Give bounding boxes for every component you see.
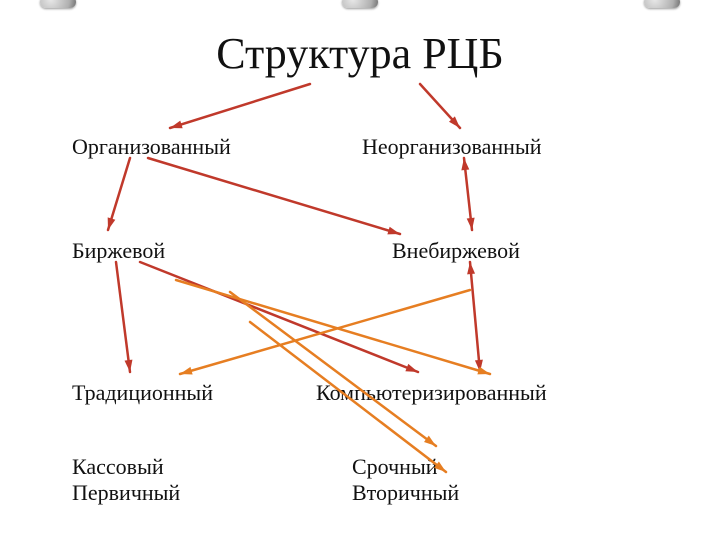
node-unorganized: Неорганизованный [362,134,542,160]
node-forward: Срочный [352,454,438,480]
node-traditional: Традиционный [72,380,213,406]
node-primary: Первичный [72,480,180,506]
node-exchange: Биржевой [72,238,165,264]
slide-page: Структура РЦБ Организованный Неорганизов… [0,0,720,540]
binder-clip [342,0,378,8]
diagram-title: Структура РЦБ [0,28,720,79]
binder-clip [40,0,76,8]
node-otc: Внебиржевой [392,238,520,264]
node-organized: Организованный [72,134,231,160]
node-cash: Кассовый [72,454,164,480]
node-computerized: Компьютеризированный [316,380,547,406]
node-secondary: Вторичный [352,480,459,506]
binder-clip [644,0,680,8]
